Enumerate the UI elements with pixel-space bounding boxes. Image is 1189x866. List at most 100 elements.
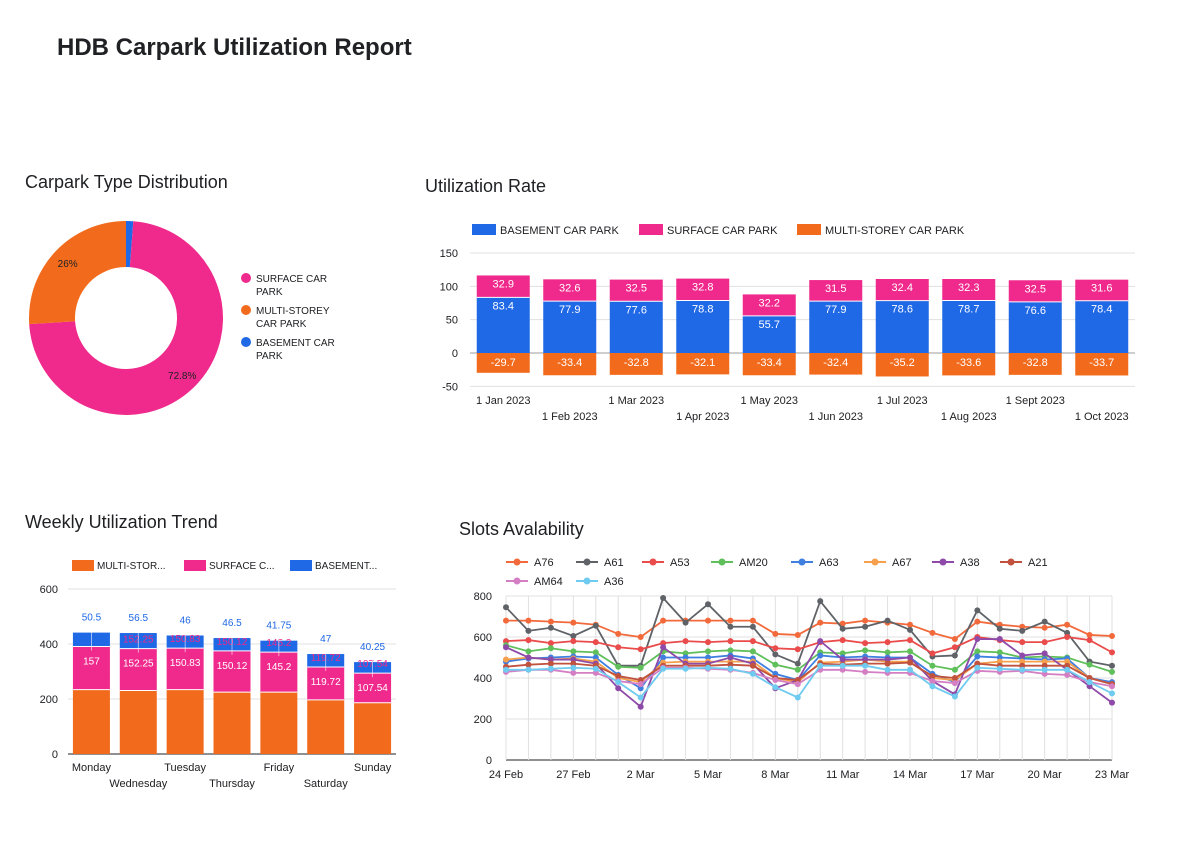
series-point [682,638,689,645]
bar-value-label: 32.5 [626,283,647,295]
bar-surface [307,666,345,700]
legend-label: A38 [960,557,980,569]
series-point [660,644,667,651]
legend-marker [241,337,251,347]
series-point [772,630,779,637]
series-point [637,703,644,710]
bar-value-label: 186.39 [357,687,388,698]
bar-surface [942,279,996,301]
series-point [547,640,554,647]
bar-value-label: -33.4 [757,357,782,369]
legend-label: A61 [604,557,624,569]
legend-label: AM64 [534,576,563,588]
series-point [637,677,644,684]
x-tick-label: 1 Mar 2023 [608,395,664,407]
series-point [660,654,667,661]
y-tick-label: 0 [52,749,58,761]
series-point [547,656,554,663]
bar-multistorey [1008,353,1062,375]
series-point [1064,634,1071,640]
bar-basement [1008,301,1062,353]
series-point [570,669,577,676]
series-point [1064,621,1071,628]
bar-value-label: 32.5 [1025,283,1046,295]
series-point [727,665,734,672]
legend-swatch [639,224,663,235]
slots-availability-chart: A76 A61 A53 AM20 A63 A67 A38 A21 AM64 A36 800 600 40… [474,557,1130,781]
series-point [862,668,869,675]
legend-label: MULTI-STOREY CAR PARK [825,225,965,237]
series-point [1109,683,1115,690]
series-point [996,621,1003,628]
series-point [727,647,734,654]
bar-multistorey [476,353,530,373]
utilization-chart-title: Utilization Rate [425,176,547,196]
bar-multistorey [742,353,796,376]
series-point [525,617,532,624]
y-tick-label: 0 [486,755,492,767]
series-point [1086,661,1093,668]
bar-multistorey [354,702,392,754]
series-point [862,656,869,663]
bar-surface [476,275,530,298]
series-point [503,604,509,611]
bar-value-label: -32.1 [690,357,715,369]
series-point [1041,662,1048,669]
weekly-utilization-chart: MULTI-STOR... SURFACE C... BASEMENT... 600 4… [40,560,396,790]
bar-multistorey [213,692,251,754]
series-point [951,652,958,659]
legend-label: SURFACE C... [209,561,275,572]
legend-marker [798,558,806,566]
series-point [839,656,846,663]
series-point [503,644,509,651]
bar-basement [676,300,730,353]
bar-value-label: 78.7 [958,304,979,316]
series-point [1109,632,1115,639]
slots-chart-title: Slots Avalability [459,519,584,539]
bar-value-label: 32.6 [559,282,580,294]
series-point [682,665,689,672]
bar-value-label: 78.4 [1091,304,1112,316]
series-line [506,664,1113,699]
x-tick-label: 11 Mar [826,769,860,781]
series-point [705,654,711,661]
series-point [570,660,577,667]
bar-value-label: 119.72 [311,677,341,688]
x-tick-label: Friday [264,762,295,774]
series-point [637,634,644,640]
legend-label: SURFACE CAR [256,274,327,285]
bar-value-label: -29.7 [491,357,516,369]
series-point [749,648,756,655]
bar-value-label: 46.5 [222,618,242,629]
bar-multistorey [166,689,204,754]
x-tick-label: Sunday [354,762,392,774]
bar-surface [72,646,110,690]
legend-label: BASEMENT CAR PARK [500,225,619,237]
bar-value-label: 41.75 [266,621,291,632]
series-point [974,636,981,643]
series-point [772,677,779,684]
legend-label: A53 [670,557,690,569]
series-point [547,624,554,631]
series-point [682,650,689,657]
bar-value-label: -32.8 [624,357,649,369]
bar-basement [543,301,597,353]
series-point [1019,652,1026,659]
series-point [951,675,958,681]
bar-surface [1008,280,1062,302]
x-tick-label: 1 Sept 2023 [1006,395,1065,407]
bar-multistorey [676,353,730,375]
series-point [862,623,869,630]
x-tick-label: 1 Jan 2023 [476,395,530,407]
x-tick-label: 14 Mar [893,769,928,781]
x-tick-label: 27 Feb [556,769,590,781]
bar-value-label: -35.2 [890,357,915,369]
series-point [749,617,756,624]
y-tick-label: 100 [440,281,458,293]
series-point [503,638,509,645]
series-point [907,626,913,633]
series-point [637,681,644,688]
series-point [884,660,891,667]
bar-value-label: 31.5 [825,283,846,295]
series-point [794,660,801,667]
